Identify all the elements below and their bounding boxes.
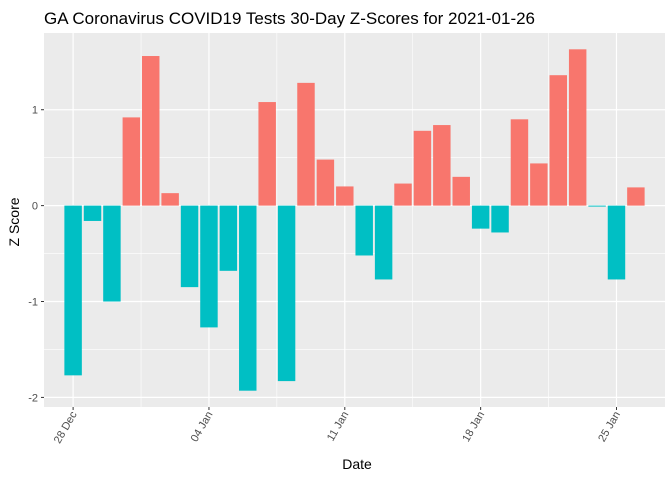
bar	[336, 186, 354, 206]
bar	[510, 119, 529, 206]
bar	[355, 205, 373, 256]
bar	[549, 75, 567, 206]
bar	[394, 183, 412, 206]
bar	[433, 125, 451, 206]
bar	[316, 159, 335, 206]
bar	[374, 205, 393, 280]
bar	[239, 205, 257, 391]
x-tick-label: 25 Jan	[596, 410, 623, 445]
x-tick-label: 04 Jan	[189, 410, 216, 445]
bar	[491, 205, 509, 233]
bar	[103, 205, 121, 302]
bar	[180, 205, 199, 288]
y-axis: -2 -1 0 1	[28, 105, 44, 404]
bars	[64, 49, 645, 391]
bar	[530, 163, 548, 206]
bar	[568, 49, 587, 206]
bar	[142, 56, 160, 206]
bar	[607, 205, 626, 280]
bar	[258, 102, 276, 206]
x-tick-label: 11 Jan	[325, 410, 352, 444]
y-tick-label: 1	[32, 105, 38, 117]
x-axis-title: Date	[342, 456, 372, 472]
x-tick-label: 18 Jan	[460, 410, 487, 445]
bar	[122, 117, 141, 206]
bar	[83, 205, 102, 221]
bar	[627, 187, 645, 206]
x-tick-label: 28 Dec	[52, 409, 80, 446]
y-axis-title: Z Score	[6, 197, 22, 246]
bar	[161, 193, 179, 206]
y-tick-label: -1	[28, 297, 38, 309]
x-axis: 28 Dec 04 Jan 11 Jan 18 Jan 25 Jan	[52, 407, 623, 446]
bar	[588, 205, 606, 207]
y-tick-label: -2	[28, 392, 38, 404]
bar	[219, 205, 238, 271]
bar	[64, 205, 82, 376]
chart-title: GA Coronavirus COVID19 Tests 30-Day Z-Sc…	[44, 9, 535, 28]
bar	[200, 205, 218, 328]
y-tick-label: 0	[32, 201, 38, 213]
bar	[471, 205, 490, 229]
bar	[452, 176, 470, 206]
bar	[413, 130, 432, 206]
bar	[297, 82, 315, 206]
bar	[277, 205, 296, 382]
